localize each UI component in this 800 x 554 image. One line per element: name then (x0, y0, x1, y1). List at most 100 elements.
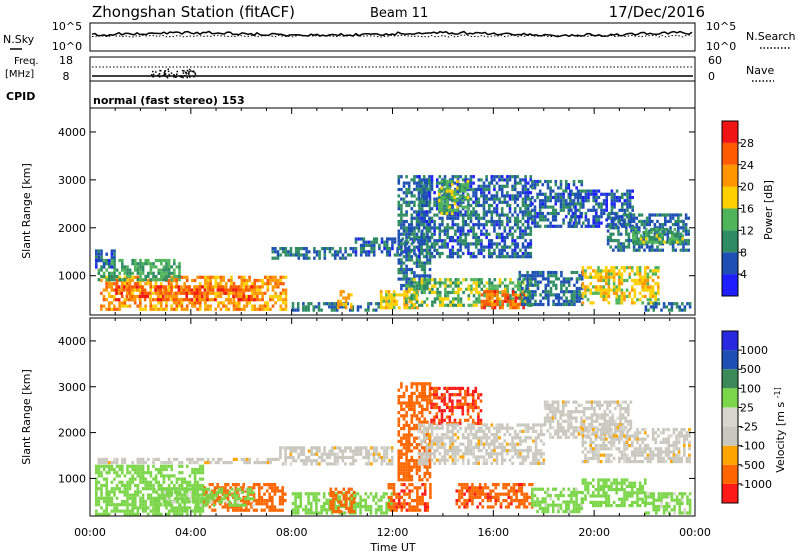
echo-cell (226, 483, 230, 487)
echo-cell (524, 287, 528, 291)
echo-cell (538, 224, 542, 228)
echo-cell (367, 449, 371, 453)
echo-cell (511, 306, 515, 310)
echo-cell (536, 195, 539, 200)
echo-cell (328, 302, 331, 306)
echo-cell (279, 247, 282, 251)
echo-cell (516, 175, 520, 179)
echo-cell (605, 278, 608, 283)
echo-cell (475, 278, 478, 282)
echo-cell (217, 304, 220, 308)
echo-cell (229, 298, 233, 302)
echo-cell (263, 275, 267, 279)
nave-scatter-point (179, 75, 181, 77)
noise-left-tick-top: 10^5 (52, 20, 82, 33)
echo-cell (472, 229, 475, 233)
echo-cell (294, 508, 297, 512)
echo-cell (655, 240, 658, 244)
echo-cell (162, 258, 166, 263)
echo-cell (428, 226, 431, 230)
echo-cell (405, 226, 408, 230)
echo-cell (631, 285, 634, 289)
nave-scatter-point (164, 70, 166, 72)
echo-cell (519, 302, 523, 307)
echo-cell (282, 282, 285, 286)
echo-cell (617, 239, 620, 243)
echo-cell (454, 284, 458, 288)
echo-cell (570, 293, 574, 297)
echo-cell (123, 282, 127, 286)
echo-cell (165, 258, 168, 263)
echo-cell (463, 186, 467, 190)
echo-cell (194, 487, 198, 491)
echo-cell (446, 232, 449, 236)
echo-cell (522, 306, 525, 310)
echo-cell (551, 215, 555, 219)
echo-cell (513, 181, 517, 185)
echo-cell (467, 248, 470, 252)
echo-cell (463, 195, 467, 200)
echo-cell (415, 287, 419, 291)
echo-cell (274, 285, 277, 289)
echo-cell (382, 306, 386, 310)
echo-cell (344, 455, 347, 460)
echo-cell (595, 221, 598, 225)
echo-cell (164, 285, 168, 289)
echo-cell (513, 245, 517, 249)
echo-cell (249, 487, 252, 491)
echo-cell (100, 487, 103, 491)
echo-cell (195, 285, 199, 289)
echo-cell (235, 294, 238, 299)
echo-cell (276, 256, 280, 260)
echo-cell (469, 197, 473, 201)
echo-cell (613, 195, 616, 200)
echo-cell (186, 509, 189, 513)
echo-cell (121, 467, 124, 472)
echo-cell (126, 265, 129, 269)
nave-scatter-point (182, 76, 184, 79)
echo-cell (198, 288, 201, 292)
echo-cell (123, 509, 127, 513)
echo-cell (622, 245, 625, 249)
echo-cell (155, 497, 159, 501)
echo-cell (621, 215, 624, 219)
echo-cell (410, 213, 414, 217)
echo-cell (519, 284, 523, 288)
echo-cell (560, 302, 563, 307)
echo-cell (193, 483, 197, 488)
echo-cell (95, 493, 98, 497)
echo-cell (157, 509, 160, 513)
echo-cell (407, 245, 411, 249)
echo-cell (469, 219, 473, 224)
echo-cell (607, 275, 611, 279)
echo-cell (574, 202, 577, 206)
echo-cell (157, 480, 160, 484)
echo-cell (274, 247, 277, 251)
echo-cell (134, 490, 137, 494)
echo-cell (524, 187, 527, 192)
echo-cell (297, 250, 301, 254)
echo-cell (141, 467, 145, 472)
echo-cell (459, 175, 462, 179)
echo-cell (459, 203, 462, 208)
echo-cell (674, 223, 677, 227)
echo-cell (307, 498, 310, 502)
echo-cell (201, 477, 205, 481)
echo-cell (418, 187, 421, 192)
echo-cell (531, 290, 535, 294)
echo-cell (509, 299, 512, 303)
echo-cell (105, 252, 108, 256)
echo-cell (193, 291, 196, 295)
echo-cell (198, 301, 202, 305)
echo-cell (498, 235, 501, 240)
echo-cell (645, 231, 648, 235)
echo-cell (597, 269, 600, 273)
echo-cell (387, 299, 391, 303)
echo-cell (338, 495, 342, 499)
echo-cell (431, 300, 434, 304)
echo-cell (323, 446, 326, 450)
echo-cell (589, 208, 593, 212)
echo-cell (646, 288, 650, 292)
echo-cell (547, 302, 550, 307)
echo-cell (339, 250, 342, 254)
